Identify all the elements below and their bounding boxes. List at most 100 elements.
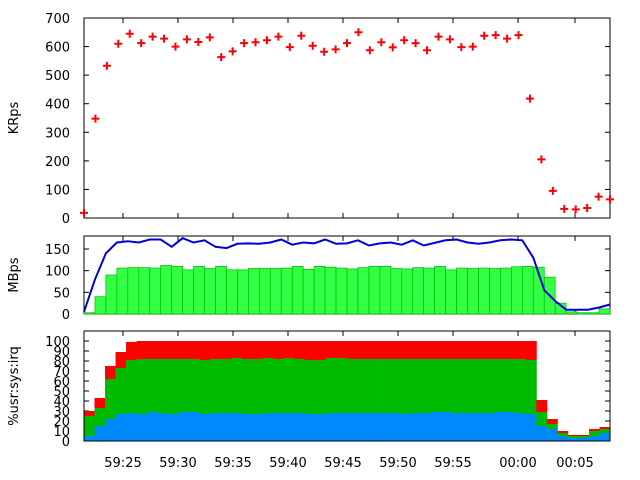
cpu-bar-segment xyxy=(546,429,558,441)
krps-point xyxy=(457,43,466,52)
cpu-bar-segment xyxy=(147,359,159,412)
cpu-bar-segment xyxy=(588,429,600,431)
cpu-bar-segment xyxy=(136,359,148,414)
cpu-bar-segment xyxy=(420,413,432,441)
cpu-bar-segment xyxy=(252,359,264,414)
krps-point xyxy=(365,46,374,55)
cpu-bar-segment xyxy=(84,411,95,416)
krps-point xyxy=(423,46,432,55)
cpu-bar-segment xyxy=(452,413,464,441)
cpu-bar-segment xyxy=(178,359,190,412)
x-tick-label: 59:35 xyxy=(214,456,251,471)
cpu-bar-segment xyxy=(241,341,253,359)
cpu-bar-segment xyxy=(452,359,464,413)
cpu-bar-segment xyxy=(199,360,211,414)
mbps-bar xyxy=(423,267,436,315)
cpu-bar-segment xyxy=(220,413,232,441)
krps-point xyxy=(503,34,512,43)
x-tick-label: 59:40 xyxy=(269,456,306,471)
cpu-bar-segment xyxy=(94,426,106,441)
mbps-bar xyxy=(390,268,403,315)
cpu-bar-segment xyxy=(84,416,95,436)
cpu-bar-segment xyxy=(504,359,516,412)
cpu-bar-segment xyxy=(304,360,316,414)
cpu-bar-segment xyxy=(283,341,295,358)
cpu-bar-segment xyxy=(599,427,611,429)
cpu-bar-segment xyxy=(157,341,169,359)
cpu-bar-segment xyxy=(94,398,106,408)
cpu-bar-segment xyxy=(304,414,316,441)
cpu-bar-segment xyxy=(378,341,390,359)
cpu-bar-segment xyxy=(178,341,190,359)
cpu-bar-segment xyxy=(294,359,306,413)
cpu-bar-segment xyxy=(315,414,327,441)
mbps-bar xyxy=(149,267,162,315)
y-tick-label: 700 xyxy=(45,12,70,27)
plot-frame xyxy=(83,17,611,219)
cpu-bar-segment xyxy=(536,412,548,426)
cpu-bar-segment xyxy=(368,359,379,413)
cpu-bar-segment xyxy=(220,359,232,413)
cpu-bar-segment xyxy=(462,359,474,413)
cpu-bar-segment xyxy=(199,341,211,360)
cpu-bar-segment xyxy=(105,366,116,379)
cpu-bar-segment xyxy=(147,412,159,441)
krps-point xyxy=(228,47,237,56)
cpu-bar-segment xyxy=(262,413,274,441)
cpu-bar-segment xyxy=(578,438,590,441)
cpu-bar-segment xyxy=(262,358,274,413)
cpu-bar-segment xyxy=(567,435,579,436)
cpu-bar-segment xyxy=(473,341,485,359)
cpu-bar-segment xyxy=(504,412,516,441)
krps-point xyxy=(434,32,443,41)
cpu-bar-segment xyxy=(347,359,358,413)
y-tick-label: 30 xyxy=(53,405,70,420)
cpu-bar-segment xyxy=(189,412,201,441)
cpu-bar-segment xyxy=(336,341,348,358)
mbps-bar xyxy=(160,265,173,315)
krps-point xyxy=(251,38,260,47)
cpu-bar-segment xyxy=(473,413,485,441)
cpu-bar-segment xyxy=(410,413,422,441)
krps-point xyxy=(331,45,340,54)
mbps-bar xyxy=(511,266,523,315)
cpu-bar-segment xyxy=(578,436,590,438)
cpu-bar-segment xyxy=(304,341,316,360)
cpu-bar-segment xyxy=(252,414,264,441)
cpu-bar-segment xyxy=(357,341,369,359)
cpu-bar-segment xyxy=(325,341,337,358)
krps-point xyxy=(262,36,271,45)
mbps-bar xyxy=(456,267,468,315)
krps-point xyxy=(160,34,169,43)
cpu-bar-segment xyxy=(378,359,390,413)
krps-point xyxy=(343,39,351,48)
cpu-bar-segment xyxy=(115,368,127,414)
cpu-bar-segment xyxy=(368,413,379,441)
krps-point xyxy=(445,35,454,44)
y-tick-label: 60 xyxy=(53,375,70,390)
mbps-bar xyxy=(313,265,326,315)
cpu-bar-segment xyxy=(410,359,422,413)
cpu-bar-segment xyxy=(389,359,400,413)
cpu-bar-segment xyxy=(347,341,358,359)
cpu-bar-segment xyxy=(168,414,180,441)
cpu-bar-segment xyxy=(283,358,295,413)
cpu-bar-segment xyxy=(168,341,180,359)
krps-point xyxy=(308,41,317,50)
cpu-bar-segment xyxy=(105,379,116,419)
cpu-bar-segment xyxy=(126,413,137,441)
krps-point xyxy=(571,205,580,214)
mbps-bar xyxy=(226,269,238,315)
y-tick-label: 150 xyxy=(45,243,70,258)
mbps-bar xyxy=(357,267,370,315)
mbps-bar xyxy=(116,267,129,315)
cpu-bar-segment xyxy=(483,341,495,359)
mbps-bar xyxy=(324,266,337,315)
krps-point xyxy=(411,39,420,48)
cpu-bar-segment xyxy=(294,413,306,441)
cpu-bar-segment xyxy=(115,414,127,441)
cpu-bar-segment xyxy=(504,341,516,359)
cpu-bar-segment xyxy=(378,413,390,441)
x-tick-label: 00:05 xyxy=(556,456,593,471)
cpu-bar-segment xyxy=(336,358,348,413)
